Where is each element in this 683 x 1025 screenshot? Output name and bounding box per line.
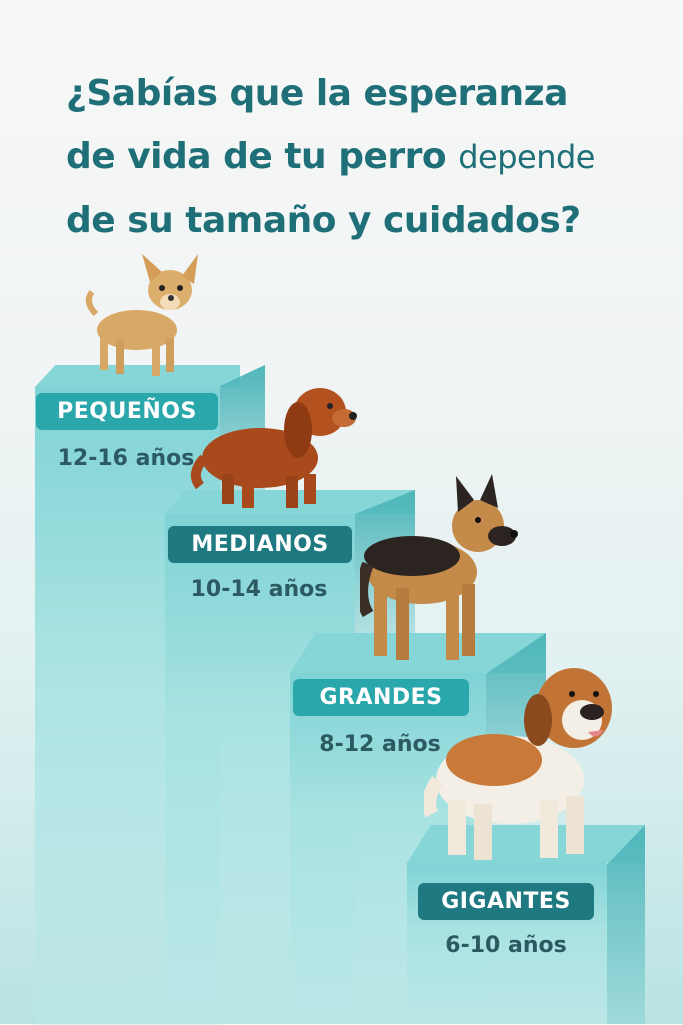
chihuahua-image bbox=[85, 254, 198, 376]
title-line-2-light: depende bbox=[458, 138, 595, 176]
step-giant-side bbox=[607, 825, 645, 1024]
label-small: PEQUEÑOS bbox=[36, 393, 218, 430]
page-title: ¿Sabías que la esperanza de vida de tu p… bbox=[66, 62, 666, 252]
years-medium: 10-14 años bbox=[190, 577, 328, 602]
step-giant-top bbox=[407, 825, 645, 863]
title-line-3: de su tamaño y cuidados? bbox=[66, 200, 581, 241]
saint-bernard-image bbox=[424, 668, 612, 860]
title-line-2-bold: de vida de tu perro bbox=[66, 136, 447, 177]
years-large: 8-12 años bbox=[319, 732, 441, 757]
label-large: GRANDES bbox=[293, 679, 469, 716]
title-line-1: ¿Sabías que la esperanza bbox=[66, 73, 568, 114]
title-line-2: de vida de tu perro depende bbox=[66, 125, 666, 189]
years-giant: 6-10 años bbox=[445, 933, 567, 958]
step-small-top bbox=[35, 365, 240, 387]
label-medium: MEDIANOS bbox=[168, 526, 352, 563]
years-small: 12-16 años bbox=[57, 446, 195, 471]
label-giant: GIGANTES bbox=[418, 883, 594, 920]
cocker-spaniel-image bbox=[190, 388, 357, 508]
german-shepherd-image bbox=[360, 474, 518, 660]
